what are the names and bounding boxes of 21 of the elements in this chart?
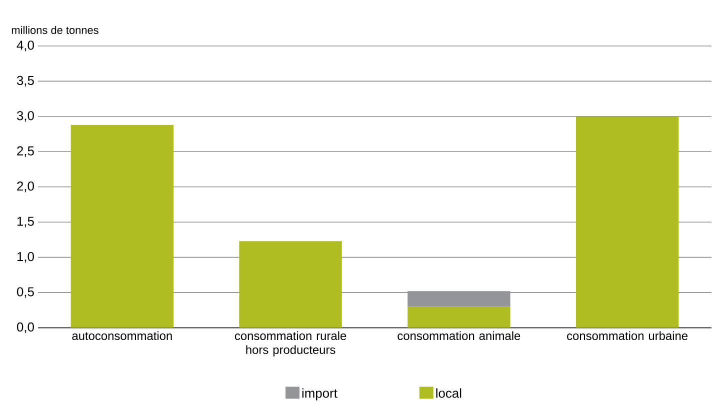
x-tick-label: autoconsommation — [72, 331, 172, 340]
y-tick-label: 0,0 — [16, 322, 34, 334]
x-tick-label: consommation animale — [398, 331, 520, 340]
y-tick-label: 2,0 — [17, 182, 34, 192]
legend-label: import — [302, 388, 338, 401]
y-tick-label: 4,0 — [16, 40, 34, 52]
bar — [576, 116, 679, 328]
y-tick-label: 1,0 — [17, 252, 34, 263]
x-tick-label: consommation urbaine — [567, 331, 688, 340]
y-tick-label: 3,0 — [16, 111, 34, 122]
y-tick-label: 0,5 — [16, 287, 34, 298]
bar — [408, 291, 510, 307]
bar — [408, 306, 510, 328]
y-axis-title: millions de tonnes — [12, 26, 98, 34]
bar — [70, 125, 174, 328]
legend-label: local — [436, 388, 462, 398]
y-tick-label: 3,5 — [16, 76, 34, 87]
y-tick-label: 2,5 — [17, 146, 34, 158]
bar — [239, 241, 342, 328]
x-tick-label: consommation rurale hors producteurs — [234, 331, 346, 356]
y-tick-label: 1,5 — [17, 216, 34, 228]
